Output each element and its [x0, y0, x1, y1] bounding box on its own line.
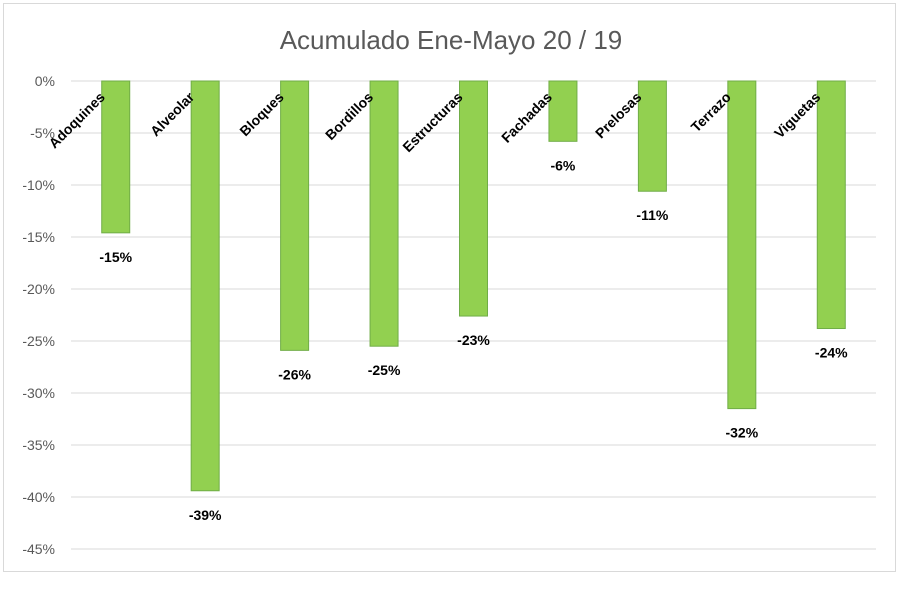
- bar: [459, 80, 488, 317]
- category-label: Estructuras: [399, 89, 465, 155]
- category-label: Bordillos: [322, 89, 376, 143]
- chart-frame: Acumulado Ene-Mayo 20 / 19 0% -5% -10% -15%…: [3, 3, 896, 572]
- data-label: -24%: [815, 345, 848, 361]
- bar: [816, 80, 846, 330]
- data-label: -25%: [368, 362, 401, 378]
- bar: [101, 80, 131, 234]
- category-label: Bloques: [236, 89, 287, 140]
- bar: [280, 80, 310, 351]
- data-labels: -15% -39% -26% -25% -23% -6% -11% -32% -24%: [99, 157, 848, 522]
- data-label: -26%: [278, 366, 311, 382]
- data-label: -11%: [636, 207, 668, 223]
- category-labels: Adoquines Alveolar Bloques Bordillos Estruct…: [45, 88, 823, 155]
- bars: [101, 80, 846, 492]
- y-tick-label: -15%: [22, 229, 55, 245]
- category-label: Alveolar: [147, 88, 198, 139]
- y-tick-label: -25%: [22, 333, 55, 349]
- bar: [369, 80, 399, 347]
- category-label: Adoquines: [45, 89, 108, 152]
- data-label: -32%: [725, 425, 758, 441]
- chart-title: Acumulado Ene-Mayo 20 / 19: [280, 25, 623, 55]
- bar: [637, 80, 667, 192]
- bar: [548, 80, 578, 142]
- y-tick-label: -20%: [22, 281, 55, 297]
- data-label: -23%: [457, 332, 490, 348]
- data-label: -39%: [189, 507, 222, 523]
- y-tick-label: -30%: [22, 385, 55, 401]
- data-label: -6%: [550, 157, 575, 173]
- y-tick-label: -10%: [22, 177, 55, 193]
- data-label: -15%: [99, 249, 132, 265]
- y-tick-label: -40%: [22, 489, 55, 505]
- category-label: Fachadas: [498, 89, 555, 146]
- bar-chart: Acumulado Ene-Mayo 20 / 19 0% -5% -10% -15%…: [22, 25, 876, 557]
- y-tick-label: -35%: [22, 437, 55, 453]
- bar: [190, 80, 220, 492]
- category-label: Terrazo: [688, 89, 734, 135]
- y-tick-label: -5%: [30, 125, 55, 141]
- y-axis-ticks: 0% -5% -10% -15% -20% -25% -30% -35% -40% -45%: [22, 73, 55, 557]
- bar: [727, 80, 757, 410]
- y-tick-label: -45%: [22, 541, 55, 557]
- y-tick-label: 0%: [35, 73, 55, 89]
